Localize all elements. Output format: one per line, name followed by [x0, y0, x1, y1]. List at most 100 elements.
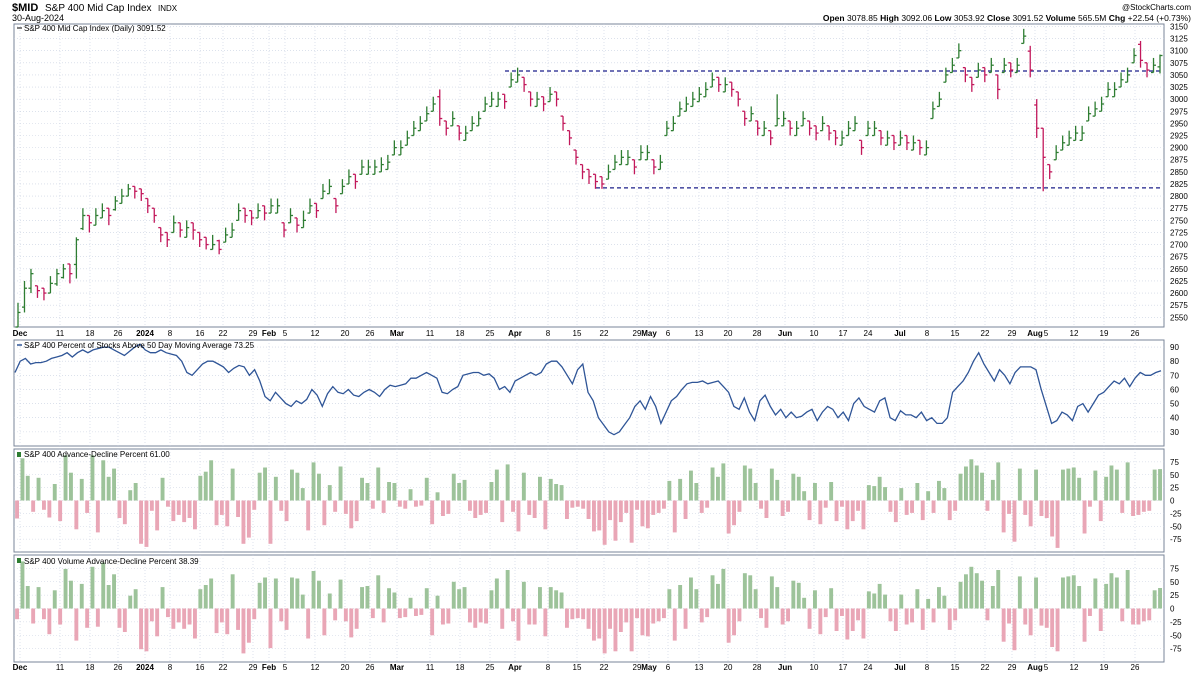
ohlc-bar [138, 188, 144, 201]
ohlc-bar [489, 91, 495, 108]
histogram-bar [511, 500, 515, 512]
x-tick-label: 29 [249, 663, 258, 672]
histogram-bar [748, 468, 753, 501]
histogram-bar [1088, 608, 1092, 616]
histogram-bar [1028, 608, 1033, 636]
histogram-bar [160, 587, 165, 609]
histogram-bar [1125, 570, 1130, 609]
ohlc-bar [21, 280, 27, 313]
histogram-bar [1028, 500, 1033, 527]
histogram-bar [1120, 608, 1125, 622]
ohlc-bar [320, 183, 326, 200]
histogram-bar [527, 500, 532, 515]
x-tick-label: 6 [666, 663, 671, 672]
histogram-bar [494, 469, 499, 501]
histogram-bar [1050, 500, 1055, 537]
y-tick-label: 25 [1170, 484, 1179, 493]
histogram-bar [829, 588, 834, 609]
histogram-bar [597, 608, 602, 639]
histogram-bar [538, 587, 542, 609]
x-tick-label: 12 [1070, 663, 1079, 672]
ohlc-bar [242, 207, 248, 223]
y-tick-label: 2875 [1170, 156, 1188, 165]
histogram-bar [850, 500, 855, 522]
y-tick-label: -50 [1170, 631, 1182, 640]
ohlc-bar [469, 116, 475, 132]
ohlc-bar [1021, 28, 1027, 45]
y-tick-label: 2800 [1170, 192, 1188, 201]
histogram-bar [252, 608, 257, 620]
ohlc-bar [625, 150, 631, 166]
y-tick-label: 2700 [1170, 241, 1188, 250]
ohlc-bar [930, 101, 936, 120]
histogram-bar [468, 500, 472, 511]
x-tick-label: 8 [546, 663, 551, 672]
x-tick-label: 22 [219, 663, 228, 672]
histogram-bar [937, 587, 941, 609]
ohlc-bar [430, 96, 436, 112]
x-tick-label: May [641, 329, 657, 338]
ohlc-bar [80, 208, 86, 231]
histogram-bar [1125, 462, 1130, 501]
histogram-bar [996, 462, 1001, 501]
histogram-bar [985, 608, 990, 621]
ohlc-bar [580, 163, 586, 180]
histogram-bar [716, 476, 720, 501]
histogram-bar [813, 483, 817, 501]
histogram-bar [618, 500, 623, 523]
histogram-bar [635, 500, 639, 510]
histogram-bar [726, 608, 731, 643]
histogram-bar [635, 608, 639, 619]
histogram-bar [1104, 583, 1109, 609]
ohlc-bar [391, 140, 397, 156]
histogram-bar [672, 608, 677, 641]
histogram-bar [813, 590, 817, 609]
ohlc-bar [41, 287, 47, 301]
histogram-bar [716, 583, 720, 609]
ohlc-bar [339, 179, 345, 195]
histogram-bar [79, 478, 84, 501]
y-tick-label: 2675 [1170, 253, 1188, 262]
histogram-bar [257, 582, 262, 609]
x-tick-label: 18 [456, 329, 465, 338]
histogram-bar [872, 486, 877, 501]
ohlc-bar [86, 214, 92, 233]
x-tick-label: 8 [925, 329, 930, 338]
pct-above-50dma-line [14, 343, 1162, 436]
histogram-bar [1044, 500, 1049, 518]
ohlc-bar [1105, 82, 1111, 98]
x-tick-label: 28 [753, 663, 762, 672]
histogram-bar [926, 598, 931, 609]
histogram-bar [866, 591, 871, 609]
histogram-bar [753, 589, 758, 609]
histogram-bar [958, 473, 963, 501]
histogram-bar [1071, 467, 1076, 501]
histogram-bar [877, 476, 882, 501]
histogram-bar [139, 608, 143, 650]
ohlc-bar [249, 209, 255, 226]
x-tick-label: Mar [390, 663, 404, 672]
histogram-bar [1082, 608, 1087, 642]
histogram-bar [678, 585, 683, 609]
ohlc-bar [145, 197, 151, 214]
histogram-bar [920, 500, 925, 521]
ohlc-bar [333, 197, 339, 214]
ohlc-bar [560, 115, 566, 131]
histogram-bar [769, 576, 774, 609]
histogram-bar [737, 608, 742, 622]
histogram-bar [780, 608, 785, 625]
histogram-bar [985, 500, 990, 511]
ohlc-bar [171, 215, 177, 234]
y-tick-label: 2750 [1170, 216, 1188, 225]
x-tick-label: 24 [864, 329, 873, 338]
ohlc-bar [1066, 130, 1072, 146]
ohlc-bar [177, 222, 183, 238]
histogram-bar [333, 500, 338, 512]
ohlc-bar [936, 91, 942, 108]
histogram-bar [694, 483, 699, 501]
x-tick-label: 29 [633, 663, 642, 672]
histogram-bar [1098, 608, 1103, 631]
histogram-bar [964, 574, 968, 609]
ohlc-bar [352, 173, 358, 189]
histogram-bar [494, 578, 499, 609]
